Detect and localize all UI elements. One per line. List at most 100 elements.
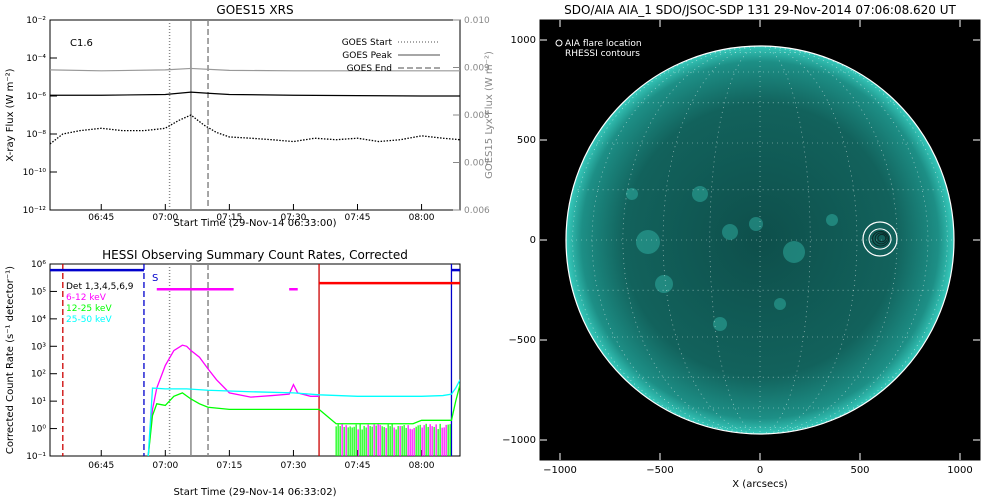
goes-x-tick-label: 08:00 <box>409 213 435 223</box>
hessi-y-tick-label: 10⁰ <box>31 425 46 435</box>
active-region <box>636 230 660 254</box>
longitude-line <box>759 45 948 435</box>
hessi-legend-label: 6-12 keV <box>66 293 107 303</box>
aia-legend-label: RHESSI contours <box>565 49 640 59</box>
goes-legend-label: GOES End <box>347 64 392 74</box>
active-region <box>655 275 673 293</box>
solar-active-regions <box>626 186 838 331</box>
goes-y-tick-label: 10⁻¹² <box>23 206 47 216</box>
active-region <box>626 188 638 200</box>
rhessi-contour-line <box>868 228 892 250</box>
hessi-y-tick-label: 10³ <box>31 342 46 352</box>
aia-x-tick-label: 1000 <box>947 465 972 476</box>
goes-y2-tick-label: 0.007 <box>464 159 490 169</box>
hessi-y-tick-label: 10² <box>31 370 46 380</box>
aia-solar-image <box>565 45 955 435</box>
goes-y2-tick-label: 0.009 <box>464 64 490 74</box>
hessi-y-tick-label: 10⁵ <box>31 287 46 297</box>
hessi-series <box>147 344 460 456</box>
goes-legend-label: GOES Start <box>342 38 393 48</box>
goes-x-axis-label: Start Time (29-Nov-14 06:33:00) <box>173 218 336 229</box>
hessi-x-tick-label: 06:45 <box>88 461 114 471</box>
goes-title: GOES15 XRS <box>216 3 293 17</box>
goes-y2-tick-label: 0.006 <box>464 206 490 216</box>
goes-x-tick-label: 07:15 <box>216 213 242 223</box>
aia-x-tick-label: 500 <box>850 465 869 476</box>
goes-y-tick-label: 10⁻² <box>26 16 46 26</box>
aia-y-tick-label: 0 <box>530 235 536 246</box>
goes-plot-frame <box>49 19 461 211</box>
flare-location-circle <box>862 221 898 257</box>
hessi-attenuator-lines <box>62 264 453 456</box>
aia-x-axis-label: X (arcsecs) <box>732 479 788 490</box>
goes-y-axis-label: X-ray Flux (W m⁻²) <box>5 68 16 161</box>
rhessi-contours <box>862 221 898 257</box>
goes-class-annotation: C1.6 <box>70 38 93 49</box>
hessi-series-k6 <box>147 344 320 456</box>
hessi-legend-label: 12-25 keV <box>66 304 112 314</box>
goes-event-markers <box>168 20 209 210</box>
aia-panel: SDO/AIA AIA_1 SDO/JSOC-SDP 131 29-Nov-20… <box>502 3 981 490</box>
hessi-x-tick-label: 07:15 <box>216 461 242 471</box>
hessi-legend-label: 25-50 keV <box>66 315 112 325</box>
goes-y2-axis-label: GOES15 Lyx Flux (W m⁻²) <box>484 51 495 179</box>
hessi-x-tick-label: 08:00 <box>409 461 435 471</box>
aia-y-tick-label: 500 <box>517 135 536 146</box>
goes-y-tick-label: 10⁻⁶ <box>26 92 46 102</box>
goes-series-short <box>50 114 460 145</box>
heliographic-grid <box>566 45 954 435</box>
active-region <box>722 224 738 240</box>
hessi-flag-label: S <box>152 273 158 284</box>
hessi-y-tick-label: 10¹ <box>31 397 46 407</box>
goes-legend: GOES Start GOES Peak GOES End <box>342 38 440 74</box>
goes-y-tick-label: 10⁻⁸ <box>26 130 46 140</box>
goes-y2-ticks: 0.006 0.007 0.008 0.009 0.010 <box>453 16 490 216</box>
rhessi-contour-line <box>874 232 888 245</box>
aia-y-tick-label: 1000 <box>511 35 536 46</box>
aia-flare-legend-symbol <box>555 39 563 47</box>
active-region <box>774 298 786 310</box>
hessi-y-ticks: 10⁻¹ 10⁰ 10¹ 10² 10³ 10⁴ 10⁵ 10⁶ <box>26 260 57 462</box>
hessi-y-tick-label: 10⁻¹ <box>26 452 46 462</box>
goes-panel: GOES15 XRS 10⁻¹² 10⁻¹⁰ 10⁻⁸ 10⁻⁶ 10⁻⁴ 10⁻² 0.… <box>5 3 495 229</box>
aia-y-tick-label: −1000 <box>502 435 536 446</box>
goes-x-tick-label: 06:45 <box>88 213 114 223</box>
aia-x-tick-label: −500 <box>646 465 673 476</box>
hessi-series-k12 <box>147 384 460 456</box>
active-region <box>783 241 805 263</box>
goes-y-tick-label: 10⁻¹⁰ <box>23 168 47 178</box>
hessi-legend-label: Det 1,3,4,5,6,9 <box>66 282 134 292</box>
active-region <box>713 317 727 331</box>
goes-series-lya <box>50 67 460 72</box>
hessi-x-axis-label: Start Time (29-Nov-14 06:33:02) <box>173 487 336 498</box>
hessi-goes-markers <box>168 264 209 456</box>
goes-x-tick-label: 07:00 <box>152 213 178 223</box>
hessi-x-ticks: 06:45 07:00 07:15 07:30 07:45 08:00 <box>88 450 435 471</box>
hessi-x-tick-label: 07:30 <box>280 461 306 471</box>
longitude-line <box>572 45 761 435</box>
aia-x-tick-label: −1000 <box>543 465 577 476</box>
hessi-plot-frame <box>49 263 461 457</box>
goes-x-ticks: 06:45 07:00 07:15 07:30 07:45 08:00 <box>88 204 435 223</box>
goes-y2-tick-label: 0.008 <box>464 111 490 121</box>
active-region <box>826 214 838 226</box>
hessi-x-tick-label: 07:00 <box>152 461 178 471</box>
aia-legend-label: AIA flare location <box>565 39 642 49</box>
solar-limb-circle <box>565 45 955 435</box>
hessi-y-axis-label: Corrected Count Rate (s⁻¹ detector⁻¹) <box>5 266 16 454</box>
hessi-y-tick-label: 10⁶ <box>31 260 46 270</box>
rhessi-contour-line <box>872 230 890 247</box>
aia-title: SDO/AIA AIA_1 SDO/JSOC-SDP 131 29-Nov-20… <box>564 3 956 17</box>
rhessi-contour-line <box>877 233 887 243</box>
hessi-series-k25 <box>147 379 460 456</box>
active-region <box>692 186 708 202</box>
aia-y-tick-label: −500 <box>509 335 536 346</box>
hessi-x-tick-label: 07:45 <box>345 461 371 471</box>
goes-y-ticks: 10⁻¹² 10⁻¹⁰ 10⁻⁸ 10⁻⁶ 10⁻⁴ 10⁻² <box>23 16 57 216</box>
solar-disk <box>566 46 954 434</box>
aia-axis-ticks: −1000 −1000 −500 −500 0 0 500 500 1000 1000 <box>502 20 980 476</box>
goes-y-tick-label: 10⁻⁴ <box>26 54 46 64</box>
hessi-panel: HESSI Observing Summary Count Rates, Cor… <box>5 248 461 498</box>
